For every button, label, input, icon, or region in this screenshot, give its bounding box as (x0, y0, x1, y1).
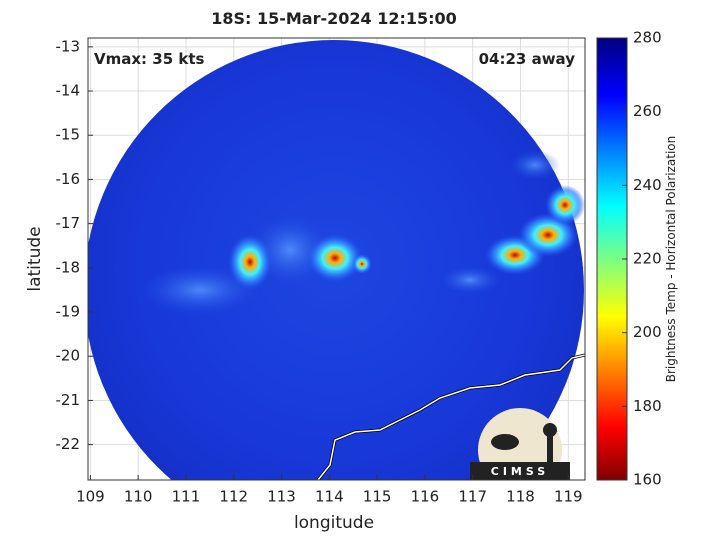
cloud (140, 265, 260, 315)
x-tick-label: 111 (172, 488, 201, 506)
y-tick-label: -18 (56, 258, 81, 276)
x-tick-label: 113 (267, 488, 296, 506)
x-tick-label: 118 (506, 488, 535, 506)
y-tick-label: -20 (56, 347, 81, 365)
colorbar-tick-label: 280 (633, 29, 662, 47)
logo-text: CIMSS (491, 465, 549, 478)
plot-frame (87, 37, 586, 481)
y-tick-label: -13 (56, 37, 81, 55)
cloud (510, 150, 560, 180)
convection (228, 234, 272, 290)
logo-tower (543, 423, 557, 437)
colorbar-tick-label: 180 (633, 397, 662, 415)
colorbar-tick-label: 160 (633, 471, 662, 489)
coastline (317, 354, 585, 480)
logo-bar (470, 462, 570, 480)
colorbar-tick-label: 220 (633, 250, 662, 268)
x-tick-label: 115 (363, 488, 392, 506)
y-tick-label: -15 (56, 126, 81, 144)
logo-dish (491, 434, 519, 450)
cloud (440, 266, 500, 294)
colorbar-tick-label: 240 (633, 176, 662, 194)
colorbar-label: Brightness Temp - Horizontal Polarizatio… (664, 136, 678, 383)
annotation: Vmax: 35 kts (94, 50, 204, 68)
convection (352, 254, 372, 274)
logo-tower (547, 436, 553, 462)
convection (307, 234, 363, 282)
x-tick-label: 109 (76, 488, 105, 506)
chart-title: 18S: 15-Mar-2024 12:15:00 (211, 9, 457, 28)
y-axis-label: latitude (25, 226, 45, 291)
x-tick-label: 119 (554, 488, 583, 506)
x-tick-label: 116 (411, 488, 440, 506)
y-tick-label: -16 (56, 170, 81, 188)
colorbar-tick-label: 200 (633, 323, 662, 341)
x-tick-label: 110 (124, 488, 153, 506)
y-tick-label: -17 (56, 214, 81, 232)
y-tick-label: -14 (56, 82, 81, 100)
x-axis-label: longitude (294, 513, 374, 533)
x-tick-label: 112 (219, 488, 248, 506)
y-tick-label: -22 (56, 435, 81, 453)
annotation: 04:23 away (479, 50, 576, 68)
y-tick-label: -19 (56, 303, 81, 321)
y-tick-label: -21 (56, 391, 81, 409)
colorbar-tick-label: 260 (633, 102, 662, 120)
x-tick-label: 114 (315, 488, 344, 506)
convection (545, 185, 585, 225)
x-tick-label: 117 (458, 488, 487, 506)
satellite-image: CIMSS (88, 40, 585, 480)
